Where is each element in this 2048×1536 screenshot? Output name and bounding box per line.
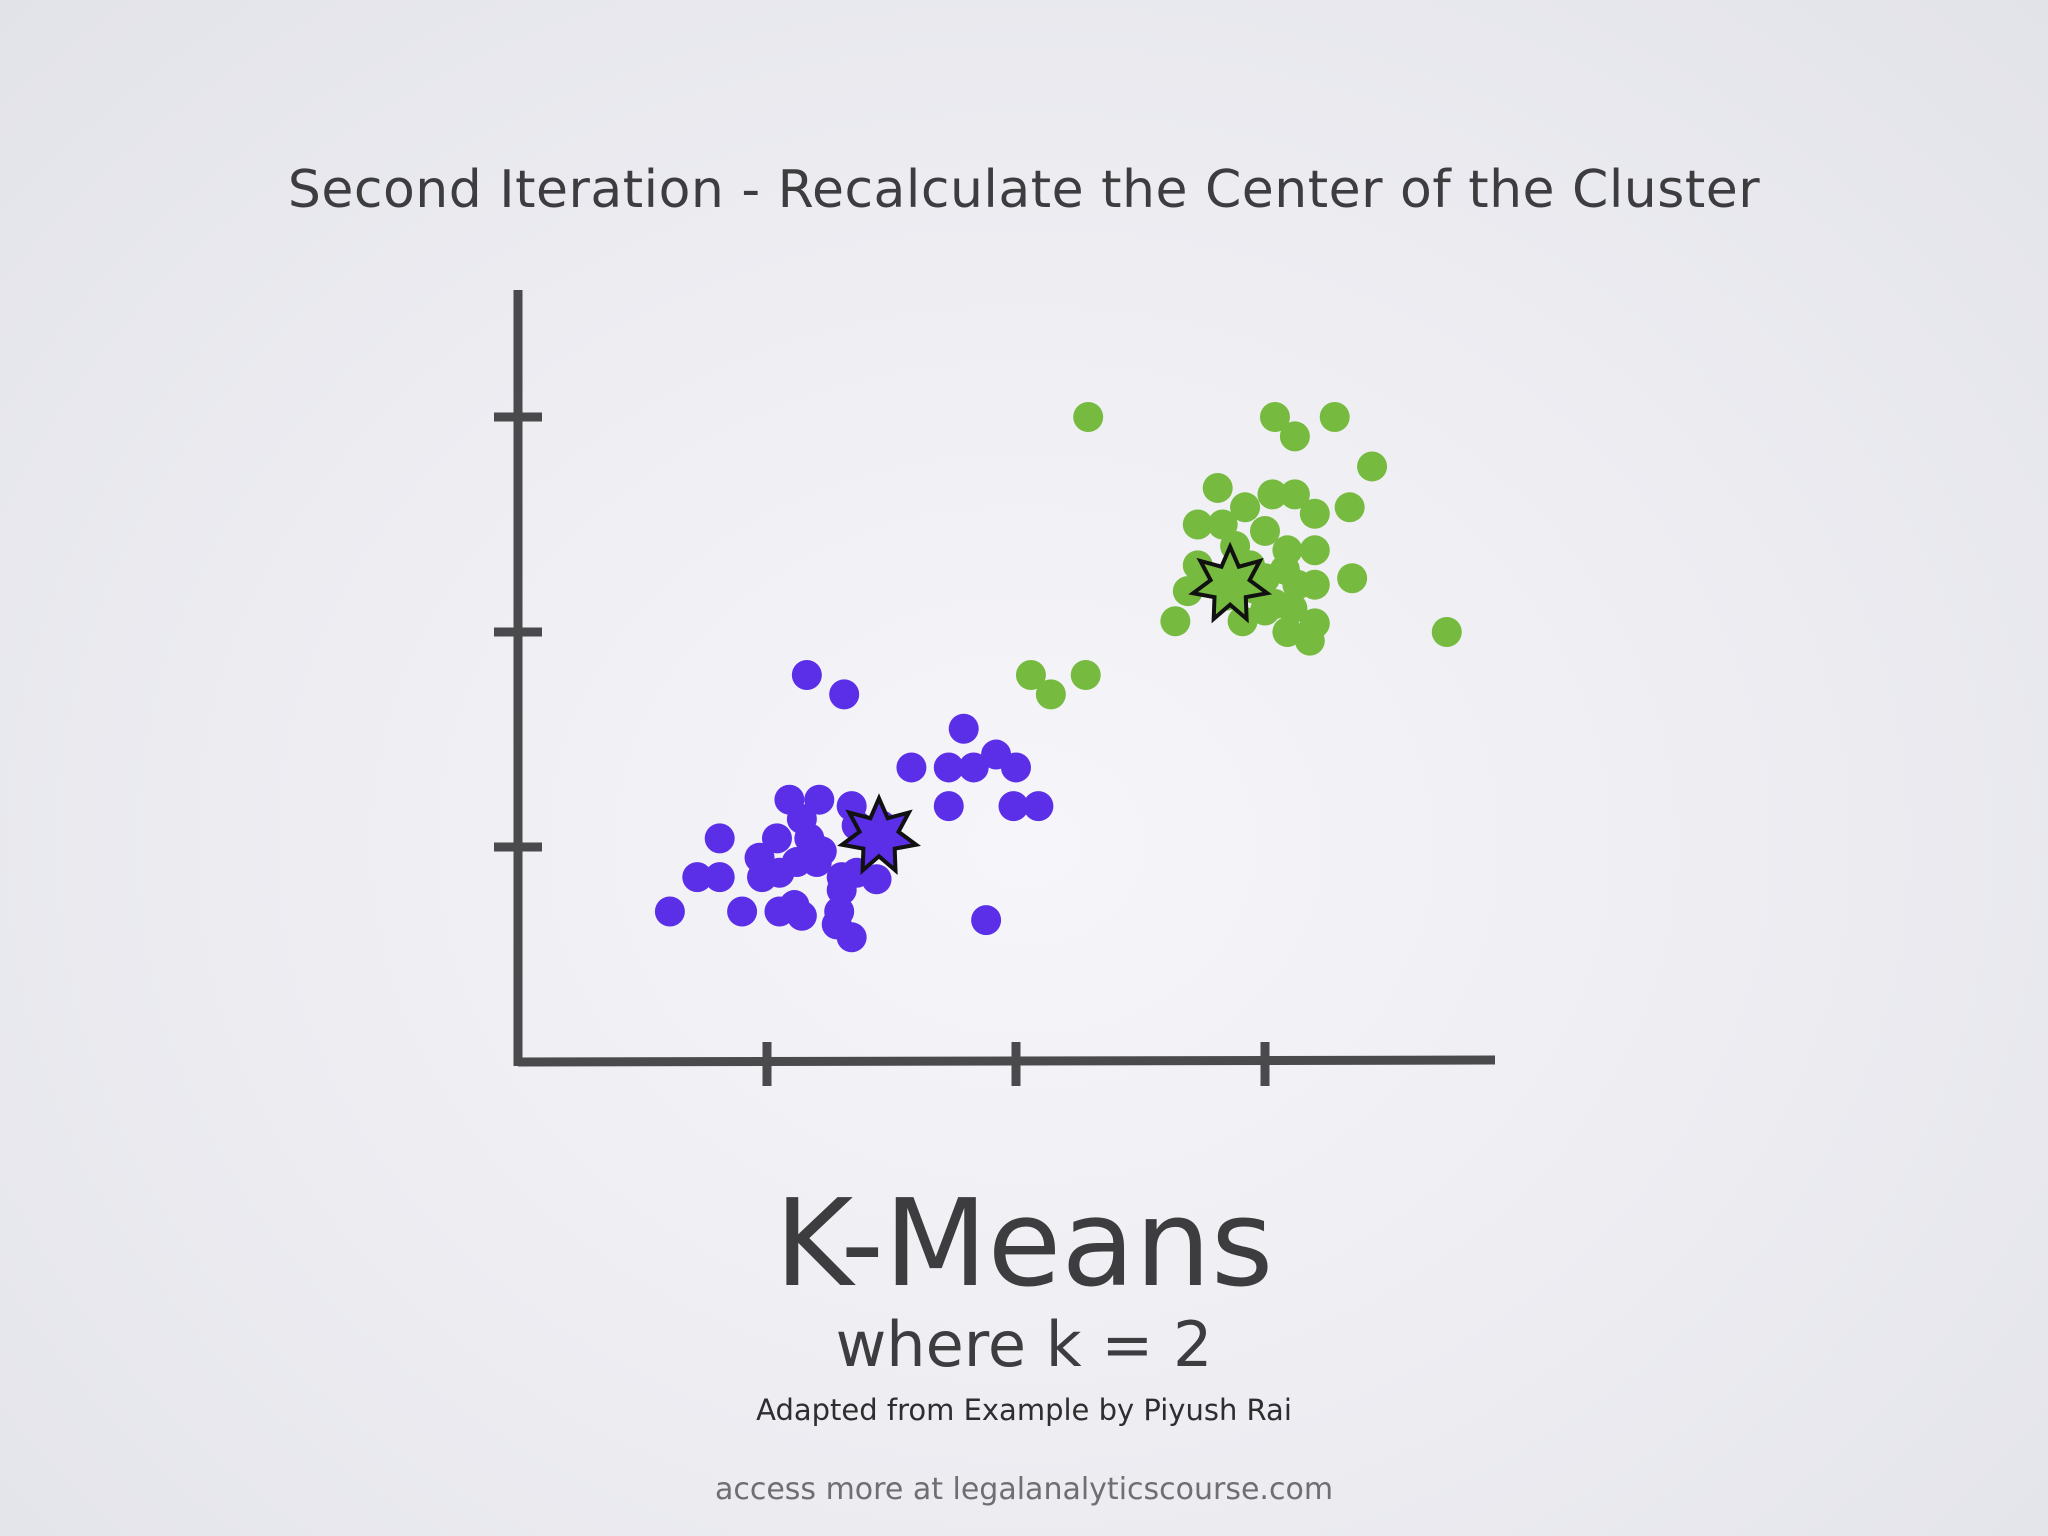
purple-cluster-point (1023, 791, 1054, 822)
purple-cluster-point (933, 752, 964, 783)
x-axis (517, 1055, 1496, 1067)
purple-cluster-point (821, 909, 852, 940)
green-cluster-point (1073, 402, 1104, 432)
purple-cluster-point (727, 896, 758, 927)
purple-cluster-point (761, 823, 792, 854)
purple-cluster-point (682, 862, 713, 893)
purple-centroid-star (837, 793, 922, 876)
purple-cluster-point (826, 875, 857, 905)
green-cluster-point (1250, 595, 1280, 626)
purple-cluster-point (704, 823, 735, 854)
green-cluster-point (1202, 472, 1233, 503)
chart-axes (494, 290, 1496, 1086)
green-cluster-point (1319, 402, 1350, 432)
purple-cluster-point (948, 713, 979, 744)
subtitle: where k = 2 (835, 1308, 1213, 1381)
purple-cluster-point (791, 660, 822, 690)
main-title: K-Means (774, 1175, 1274, 1314)
purple-cluster-point (861, 864, 892, 895)
green-cluster-point (1015, 660, 1046, 690)
purple-cluster-point (971, 905, 1002, 936)
purple-cluster-point (786, 900, 817, 931)
purple-cluster-point (896, 752, 927, 783)
footer-link[interactable]: access more at legalanalyticscourse.com (714, 1472, 1334, 1507)
green-cluster-point (1431, 617, 1462, 647)
green-cluster-point (1294, 625, 1325, 656)
green-cluster-point (1334, 492, 1365, 523)
purple-cluster-point (958, 752, 989, 783)
green-cluster-point (1259, 402, 1290, 432)
green-centroid-star (1188, 541, 1273, 624)
chart-centroids (837, 541, 1273, 876)
green-cluster-point (1279, 421, 1310, 452)
purple-cluster-point (704, 862, 735, 893)
green-cluster-point (1299, 535, 1330, 566)
chart-points (654, 402, 1462, 953)
green-cluster-point (1257, 479, 1288, 510)
green-cluster-point (1035, 679, 1066, 710)
purple-cluster-point (998, 791, 1029, 822)
green-cluster-point (1337, 563, 1368, 594)
green-cluster-point (1299, 569, 1330, 600)
purple-cluster-point (804, 784, 835, 815)
purple-cluster-point (829, 679, 860, 710)
green-cluster-point (1227, 606, 1258, 637)
purple-cluster-point (786, 804, 817, 835)
green-cluster-point (1250, 515, 1280, 546)
green-cluster-point (1160, 606, 1191, 637)
purple-cluster-point (744, 842, 775, 873)
purple-cluster-point (801, 847, 832, 878)
green-cluster-point (1277, 593, 1308, 624)
green-cluster-point (1230, 492, 1261, 523)
green-cluster-point (1357, 451, 1388, 482)
purple-cluster-point (933, 791, 964, 822)
purple-cluster-point (654, 896, 685, 927)
purple-cluster-point (1001, 752, 1031, 783)
green-cluster-point (1279, 479, 1310, 510)
green-cluster-point (1182, 509, 1213, 540)
green-cluster-point (1299, 498, 1330, 529)
green-cluster-point (1070, 660, 1101, 690)
slide-heading: Second Iteration - Recalculate the Cente… (287, 160, 1761, 220)
credit-line: Adapted from Example by Piyush Rai (756, 1393, 1292, 1427)
